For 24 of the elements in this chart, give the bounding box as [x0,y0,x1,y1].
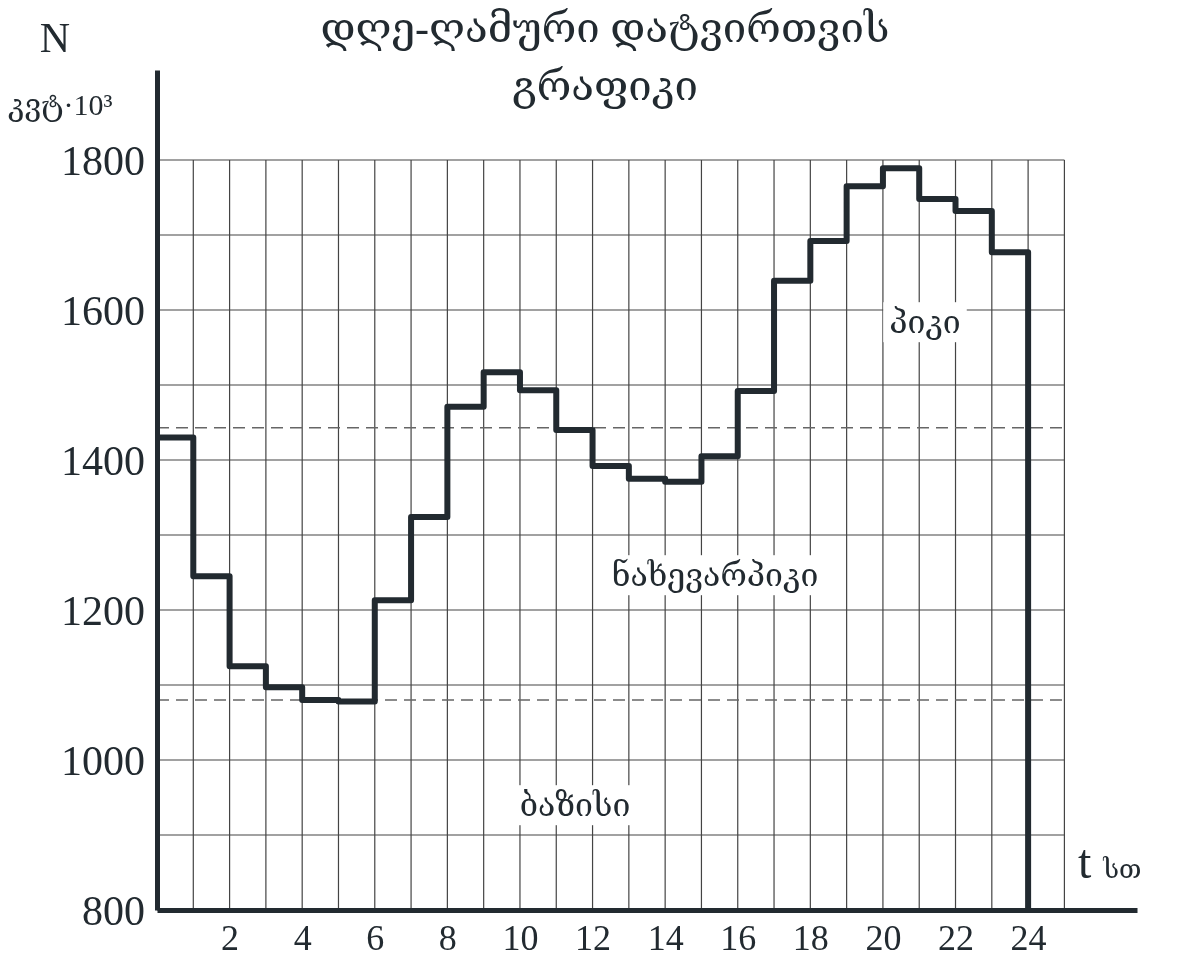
y-tick-label: 1600 [61,288,145,335]
x-tick-label: 12 [575,917,612,958]
x-tick-label: 22 [938,917,975,958]
x-tick-label: 18 [792,917,829,958]
x-tick-label: 16 [720,917,757,958]
x-tick-label: 8 [438,917,457,958]
y-axis-title: N კვტ·10³ [8,15,113,122]
x-tick-label: 10 [502,917,539,958]
x-tick-label: 6 [366,917,385,958]
chart-title: დღე-ღამური დატვირთვის გრაფიკი [320,5,890,109]
y-tick-label: 1200 [61,588,145,635]
x-tick-label: 14 [647,917,684,958]
x-tick-label: 24 [1010,917,1047,958]
y-tick-label: 1000 [61,738,145,785]
y-tick-label: 800 [82,888,145,935]
x-tick-label: 2 [221,917,240,958]
x-tick-label: 20 [865,917,902,958]
x-tick-label: 4 [293,917,312,958]
annotation: ბაზისი [519,787,631,824]
annotation: პიკი [889,304,961,341]
y-tick-label: 1800 [61,138,145,185]
x-axis-title: t სთ [1078,835,1142,888]
annotation: ნახევარპიკი [611,557,819,594]
y-tick-label: 1400 [61,438,145,485]
